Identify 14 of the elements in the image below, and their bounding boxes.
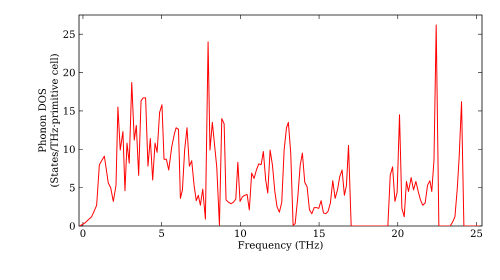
y-tick-label: 20 (63, 68, 75, 76)
x-tick-label: 5 (159, 230, 164, 237)
x-axis-title: Frequency (THz) (238, 240, 323, 251)
y-tick-label: 0 (70, 222, 75, 230)
y-tick-label: 25 (63, 30, 75, 38)
x-tick-label: 25 (470, 230, 482, 238)
y-tick-label: 5 (70, 184, 75, 192)
y-tick-label: 15 (64, 107, 75, 115)
x-tick-label: 15 (314, 230, 325, 238)
x-tick-label: 10 (235, 230, 246, 238)
x-tick-label: 0 (80, 230, 86, 238)
x-tick-label: 20 (392, 230, 404, 238)
y-axis-title: Phonon DOS (States/THz·primitive cell) (38, 54, 60, 187)
y-tick-label: 10 (64, 145, 75, 154)
